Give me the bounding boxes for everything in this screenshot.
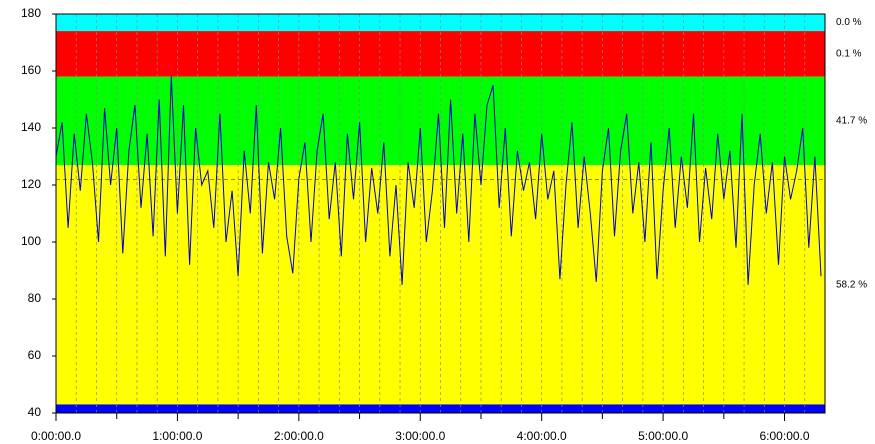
y-tick-label: 60 — [28, 348, 42, 362]
x-tick-label: 5:00:00.0 — [638, 429, 688, 443]
x-tick-label: 0:00:00.0 — [31, 429, 81, 443]
zone-percent: 0.1 % — [836, 49, 862, 60]
zone-percent: 0.0 % — [836, 17, 862, 28]
x-tick-label: 4:00:00.0 — [517, 429, 567, 443]
zone-percent: 58.2 % — [836, 279, 867, 290]
y-tick-label: 40 — [28, 405, 42, 419]
y-tick-label: 160 — [21, 63, 41, 77]
line-series — [55, 76, 822, 285]
y-tick-label: 100 — [21, 234, 41, 248]
x-tick-label: 6:00:00.0 — [760, 429, 810, 443]
x-tick-label: 3:00:00.0 — [395, 429, 445, 443]
y-tick-label: 80 — [28, 291, 42, 305]
y-tick-label: 180 — [21, 6, 41, 20]
y-tick-label: 120 — [21, 177, 41, 191]
zone-percent: 41.7 % — [836, 116, 867, 127]
plot-frame — [55, 13, 826, 414]
zone — [56, 404, 825, 413]
y-tick-label: 140 — [21, 120, 41, 134]
x-tick-label: 1:00:00.0 — [152, 429, 202, 443]
x-tick-label: 2:00:00.0 — [274, 429, 324, 443]
